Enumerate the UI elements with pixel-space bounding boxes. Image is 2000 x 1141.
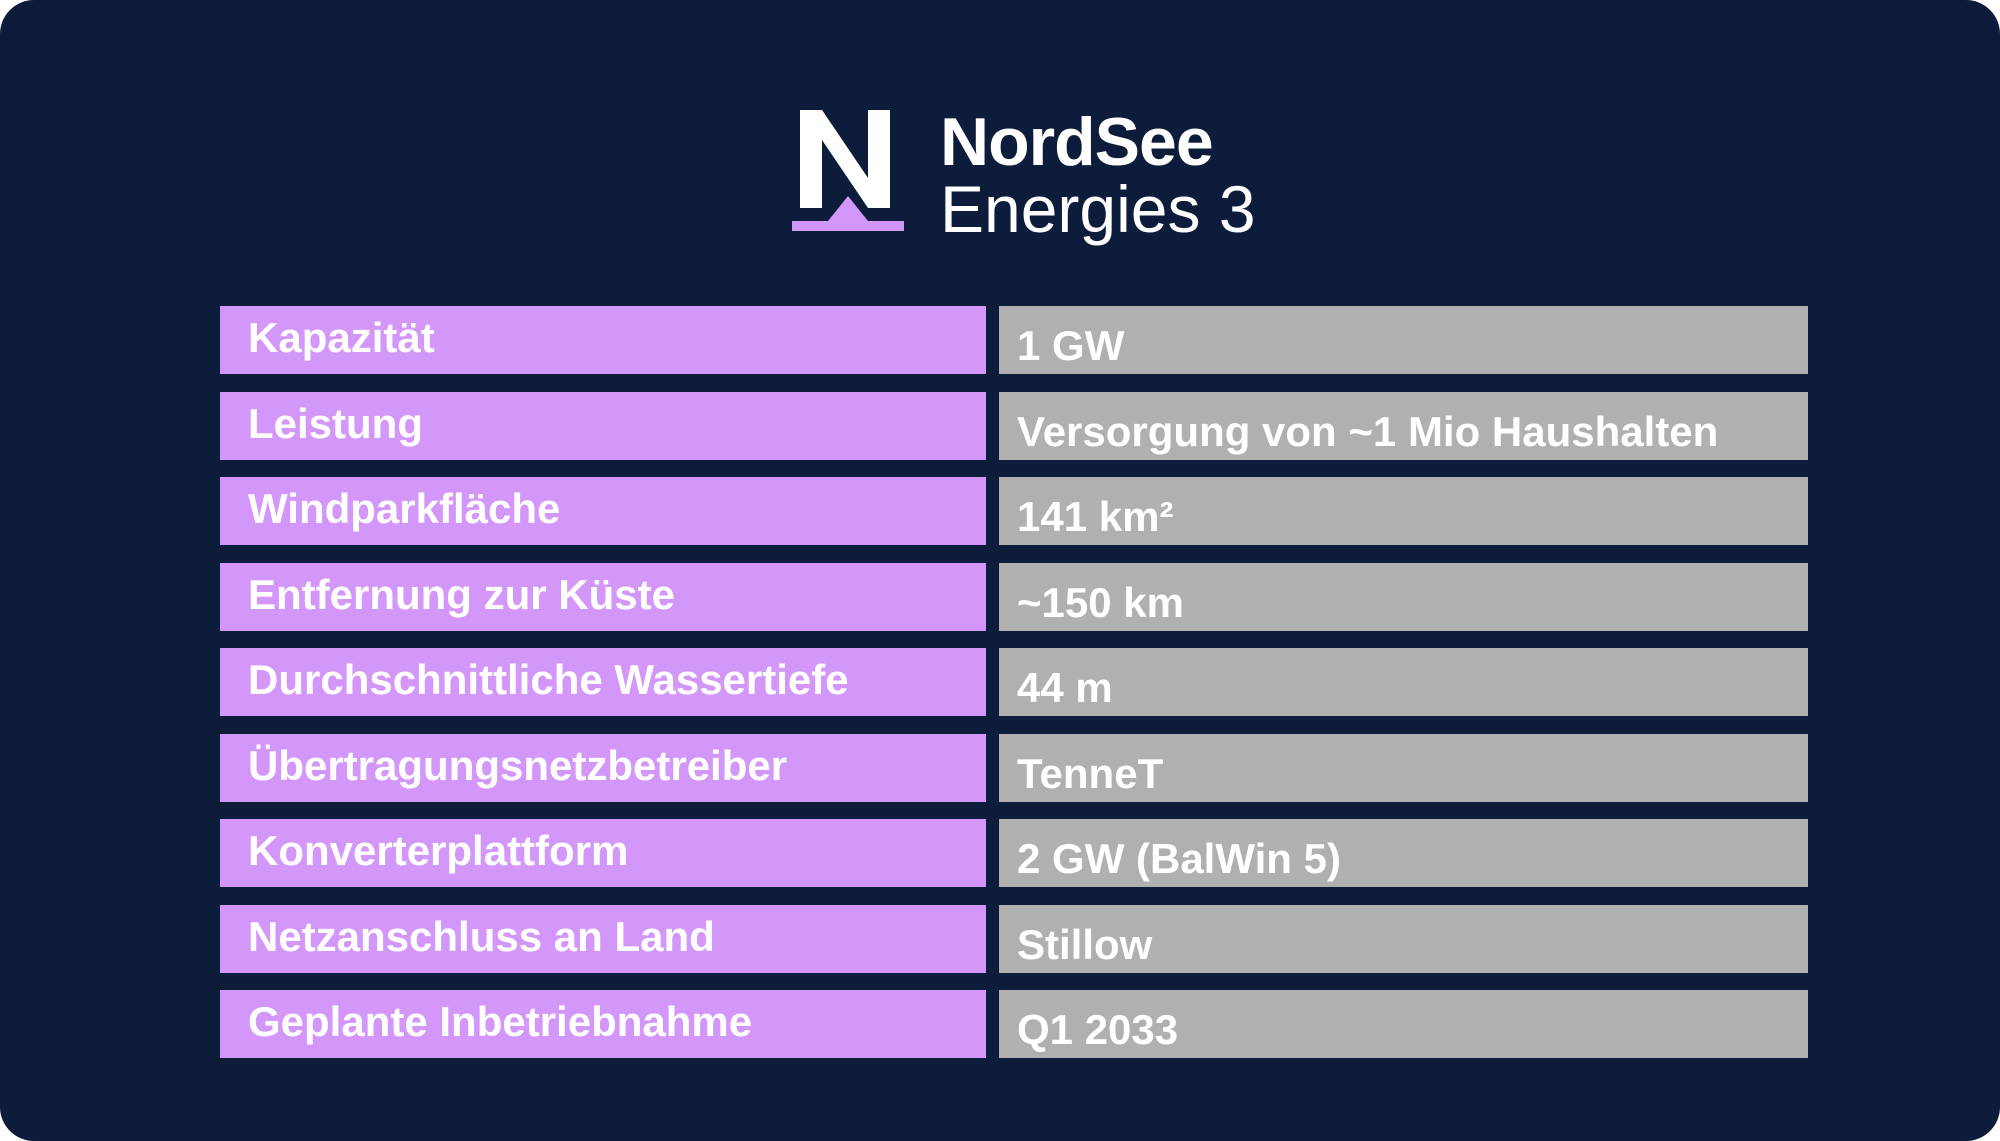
row-value: 1 GW (999, 306, 1808, 374)
row-label: Konverterplattform (220, 819, 986, 887)
row-value: ~150 km (999, 562, 1808, 631)
row-label: Netzanschluss an Land (220, 904, 986, 973)
row-label: Windparkfläche (220, 477, 986, 545)
row-value: Q1 2033 (999, 990, 1808, 1058)
letter-n-icon (792, 110, 904, 231)
project-facts-table: Kapazität 1 GW Leistung Versorgung von ~… (220, 306, 1808, 1076)
table-row: Entfernung zur Küste ~150 km (220, 562, 1808, 631)
brand-name-line2: Energies 3 (940, 172, 1256, 246)
row-value: 44 m (999, 648, 1808, 716)
row-label: Durchschnittliche Wassertiefe (220, 648, 986, 716)
brand-name: NordSee Energies 3 (940, 108, 1256, 242)
row-label: Geplante Inbetriebnahme (220, 990, 986, 1058)
table-row: Durchschnittliche Wassertiefe 44 m (220, 648, 1808, 716)
table-row: Windparkfläche 141 km² (220, 477, 1808, 545)
row-value: Versorgung von ~1 Mio Haushalten (999, 391, 1808, 460)
row-label: Kapazität (220, 306, 986, 374)
table-row: Netzanschluss an Land Stillow (220, 904, 1808, 973)
row-value: TenneT (999, 733, 1808, 802)
brand-logo: NordSee Energies 3 (790, 108, 1256, 258)
row-value: 2 GW (BalWin 5) (999, 819, 1808, 887)
table-row: Kapazität 1 GW (220, 306, 1808, 374)
row-label: Leistung (220, 391, 986, 460)
row-label: Übertragungsnetzbetreiber (220, 733, 986, 802)
table-row: Konverterplattform 2 GW (BalWin 5) (220, 819, 1808, 887)
table-row: Leistung Versorgung von ~1 Mio Haushalte… (220, 391, 1808, 460)
row-value: 141 km² (999, 477, 1808, 545)
brand-name-line1: NordSee (940, 104, 1214, 180)
row-label: Entfernung zur Küste (220, 562, 986, 631)
table-row: Geplante Inbetriebnahme Q1 2033 (220, 990, 1808, 1058)
table-row: Übertragungsnetzbetreiber TenneT (220, 733, 1808, 802)
row-value: Stillow (999, 904, 1808, 973)
